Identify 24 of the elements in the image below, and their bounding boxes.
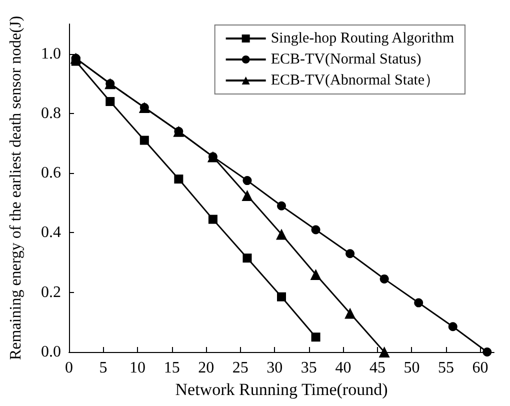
legend-label: Single-hop Routing Algorithm xyxy=(270,30,455,46)
x-tick-label: 60 xyxy=(472,360,488,376)
y-tick-label: 0.2 xyxy=(41,284,61,301)
y-axis-title: Remaining energy of the earliest death sensor node(J) xyxy=(8,16,24,360)
x-tick-label: 5 xyxy=(99,360,108,376)
y-tick-label: 0.8 xyxy=(41,104,61,122)
x-axis-title: Network Running Time(round) xyxy=(175,380,388,399)
y-tick-label: 0.4 xyxy=(41,224,61,242)
x-tick-label: 15 xyxy=(164,360,180,376)
x-tick-label: 40 xyxy=(335,360,352,376)
x-tick-label: 55 xyxy=(438,360,454,376)
legend-label: ECB-TV(Normal Status) xyxy=(270,52,422,68)
x-tick-label: 45 xyxy=(369,360,386,376)
legend-label: ECB-TV(Abnormal State） xyxy=(270,72,440,88)
y-tick-label: 0.6 xyxy=(41,164,61,182)
x-tick-label: 10 xyxy=(130,360,146,376)
x-tick-label: 25 xyxy=(232,360,248,376)
x-tick-label: 35 xyxy=(300,360,317,376)
x-tick-label: 20 xyxy=(198,360,214,376)
x-tick-label: 30 xyxy=(266,360,283,376)
x-tick-label: 0 xyxy=(65,360,73,376)
y-tick-label: 1.0 xyxy=(41,45,61,62)
y-tick-label: 0.0 xyxy=(41,344,61,360)
x-tick-label: 50 xyxy=(404,360,420,376)
